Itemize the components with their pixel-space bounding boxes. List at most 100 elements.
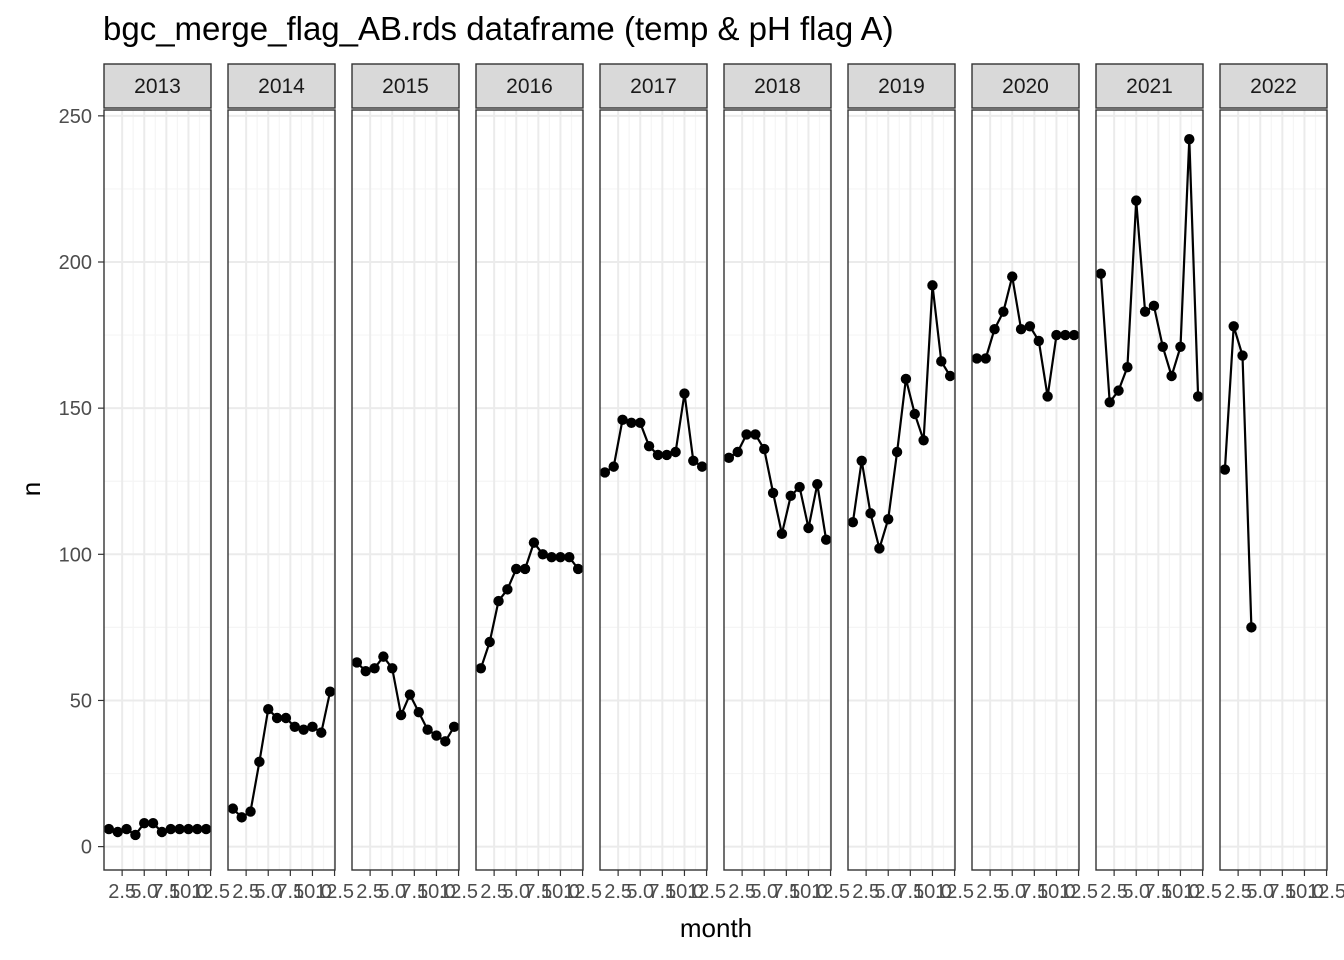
y-tick-label: 0 [81,837,92,859]
x-tick-label: 7.5 [1268,881,1296,903]
data-point [103,823,115,835]
y-tick-label: 50 [70,690,92,712]
data-point [1033,335,1044,347]
data-point [112,826,123,838]
series-line [1223,325,1253,628]
x-tick-label: 5.0 [1122,881,1150,903]
data-point [1051,329,1062,341]
facet-strip [1219,63,1328,109]
x-tick-label: 2.5 [356,881,384,903]
data-point [351,657,363,668]
panel-border [103,109,212,871]
x-tick-label: 2.5 [604,881,632,903]
facet-panel-2018: 2018 2.55.07.510.012.5 [723,63,850,903]
data-point [546,552,557,563]
data-point [448,721,460,732]
data-point [511,563,522,575]
x-tick-label: 12.5 [315,881,354,903]
x-tick-label: 10.0 [169,881,208,903]
x-tick-label: 10.0 [913,881,952,903]
x-tick-label: 2.5 [480,881,508,903]
data-point [130,829,141,841]
panel-border [1219,109,1328,871]
data-point [324,686,336,697]
data-point [555,552,566,563]
x-tick-label: 10.0 [1161,881,1200,903]
data-point [1024,321,1036,332]
x-tick-label: 5.0 [130,881,158,903]
data-point [245,806,256,817]
data-point [688,455,699,466]
facet-panel-2022: 2022 2.55.07.510.012.5 [1219,63,1344,903]
x-tick-label: 2.5 [976,881,1004,903]
x-tick-label: 12.5 [191,881,230,903]
facet-strip [723,63,832,109]
series-line [851,284,952,550]
panel-border [723,109,832,871]
data-point [1148,300,1160,312]
data-point [502,584,513,595]
data-point [652,449,664,461]
data-point [989,324,1000,335]
x-tick-label: 2.5 [108,881,136,903]
facet-panel-2021: 2021 2.55.07.510.012.5 [1095,63,1222,903]
x-tick-label: 7.5 [896,881,924,903]
x-tick-label: 5.0 [254,881,282,903]
panel-border [971,109,1080,871]
data-point [572,563,584,575]
data-point [413,706,424,718]
facet-strip-label: 2015 [382,75,429,98]
data-point [431,730,442,741]
x-tick-label: 5.0 [998,881,1026,903]
data-point [139,818,150,829]
data-point [493,595,504,607]
y-tick-label: 100 [59,544,92,566]
facet-strip [847,63,956,109]
data-point [254,756,265,768]
x-tick-label: 2.5 [852,881,880,903]
data-point [909,408,920,420]
data-point [316,727,327,738]
facet-strip-label: 2021 [1126,75,1173,98]
data-point [679,388,690,399]
data-point [794,481,805,493]
data-point [900,373,912,385]
x-tick-label: 7.5 [276,881,304,903]
data-point [183,823,194,835]
x-tick-label: 7.5 [400,881,428,903]
panel-border [847,109,956,871]
data-point [661,449,672,461]
data-point [626,417,637,428]
data-point [165,823,176,835]
data-point [174,823,185,835]
data-point [643,440,655,452]
facet-panel-2016: 2016 2.55.07.510.012.5 [475,63,602,903]
facet-strip [475,63,584,109]
facet-strip [351,63,460,109]
chart-title: bgc_merge_flag_AB.rds dataframe (temp & … [103,10,894,47]
panel-background [972,110,1079,870]
x-tick-label: 7.5 [648,881,676,903]
x-tick-label: 7.5 [152,881,180,903]
data-point [1157,341,1168,352]
data-point [741,429,752,440]
facet-strip-label: 2017 [630,75,677,98]
data-point [812,478,823,490]
data-point [847,516,859,528]
data-point [360,666,371,677]
y-tick-label: 200 [59,252,92,274]
data-point [1131,195,1142,206]
data-point [307,721,318,732]
data-point [1068,329,1080,341]
data-point [121,823,132,835]
data-point [971,353,983,364]
panel-background [848,110,955,870]
data-point [147,818,159,829]
data-point [422,724,433,735]
y-axis-title: n [16,482,46,496]
data-point [927,280,938,291]
panel-border [475,109,584,871]
panel-background [104,110,211,870]
facet-strip-label: 2018 [754,75,801,98]
